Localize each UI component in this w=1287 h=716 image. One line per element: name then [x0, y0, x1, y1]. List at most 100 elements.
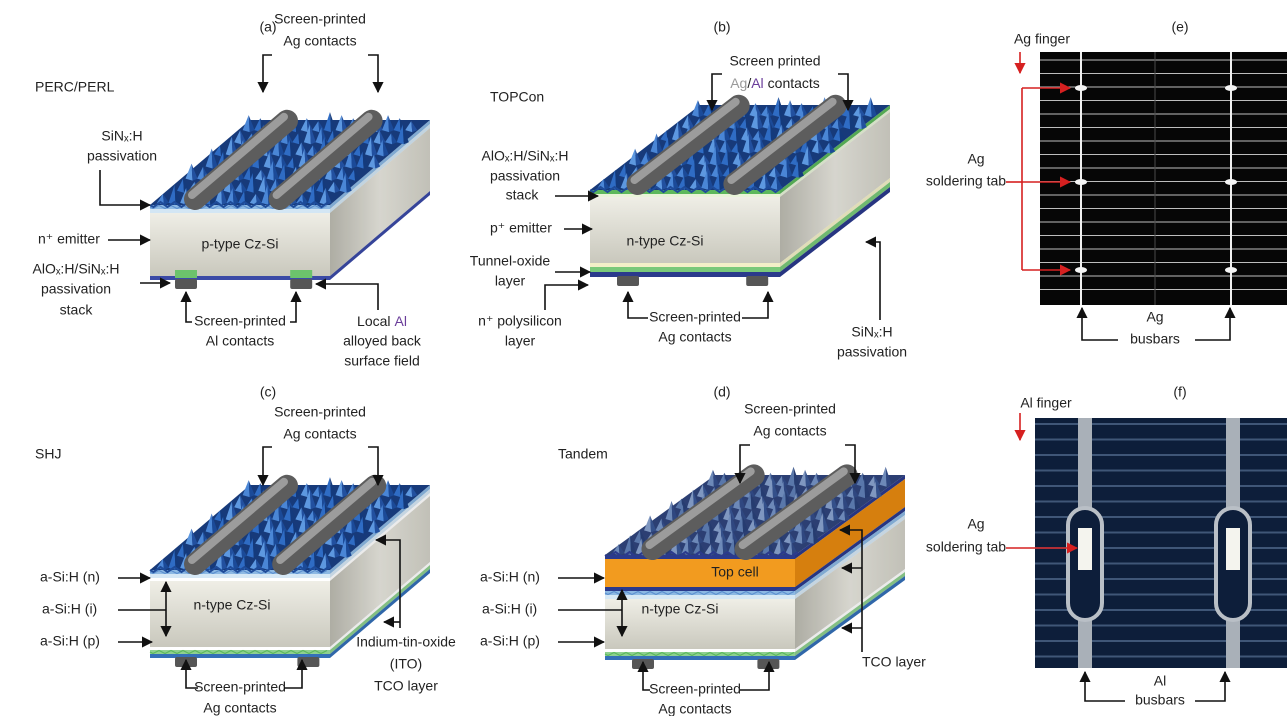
pyramid: [868, 475, 876, 487]
pyramid: [635, 148, 642, 166]
annotation: busbars: [1135, 692, 1185, 708]
pyramid: [760, 106, 768, 118]
pyramid: [300, 118, 308, 133]
layer-side: [795, 515, 905, 599]
pyramid: [339, 172, 347, 193]
pyramid: [757, 109, 764, 130]
pyramid: [325, 552, 332, 570]
pyramid: [875, 481, 882, 499]
layer-side: [795, 569, 905, 652]
pyramid: [696, 484, 704, 499]
layer: [150, 581, 330, 647]
pyramid: [272, 525, 279, 546]
pyramid: [365, 501, 373, 522]
pyramid: [344, 148, 352, 169]
pyramid: [823, 142, 831, 154]
pyramid: [197, 166, 205, 181]
pyramid: [746, 510, 754, 521]
pyramid: [334, 181, 341, 193]
pyramid: [329, 477, 336, 498]
pyramid: [168, 549, 176, 570]
pyramid: [885, 466, 892, 487]
panel-title: Tandem: [558, 446, 608, 462]
pyramid: [810, 472, 818, 487]
annotation: busbars: [1130, 331, 1180, 347]
pyramid: [368, 519, 376, 534]
annotation: Ag contacts: [658, 329, 731, 345]
pyramid: [754, 136, 762, 154]
annotation: Tunnel-oxide: [470, 253, 551, 269]
pyramid: [807, 145, 814, 166]
arrow: [180, 290, 192, 323]
layer: [590, 190, 780, 194]
pyramid: [405, 486, 413, 498]
pyramid: [303, 489, 311, 510]
pyramid: [732, 151, 740, 166]
pyramid: [281, 154, 288, 169]
pyramid: [391, 133, 398, 145]
pyramid: [348, 534, 356, 546]
pyramid: [177, 543, 185, 558]
pyramid: [249, 193, 257, 205]
annotation: Ag: [967, 516, 984, 532]
layer-side: [780, 178, 890, 267]
pyramid: [376, 139, 384, 157]
pyramid: [339, 537, 347, 558]
pyramid: [365, 136, 373, 157]
annotation: Ag: [967, 151, 984, 167]
annotation: a-Si:H (n): [40, 569, 100, 585]
pyramid: [635, 538, 643, 556]
pyramid: [289, 139, 296, 157]
pyramid: [289, 504, 296, 522]
pyramid: [790, 100, 797, 118]
pyramid: [655, 518, 663, 533]
annotation: a-Si:H (i): [42, 601, 97, 617]
annotation: Al contacts: [206, 333, 274, 349]
pyramid: [298, 498, 305, 510]
pyramid: [373, 130, 381, 145]
annotation: passivation: [41, 281, 111, 297]
layer: [605, 656, 795, 660]
pyramid: [785, 118, 793, 130]
pyramid: [656, 133, 663, 154]
pyramid: [684, 175, 691, 190]
pyramid: [731, 142, 739, 154]
pyramid: [266, 525, 274, 546]
pyramid: [306, 510, 314, 522]
pyramid: [264, 175, 271, 193]
pyramid: [701, 169, 709, 190]
layer-side: [330, 565, 430, 654]
layer-side: [780, 112, 890, 263]
pyramid: [833, 127, 841, 142]
pyramid: [786, 157, 793, 178]
pyramid: [298, 133, 305, 145]
pyramid: [269, 543, 277, 558]
pyramid: [388, 480, 395, 498]
pyramid: [722, 535, 729, 556]
pyramid: [284, 163, 291, 181]
arrow: [864, 236, 881, 320]
pyramid: [298, 148, 306, 169]
pyramid: [811, 139, 819, 154]
contact-highlight: [272, 112, 373, 199]
annotation: layer: [495, 273, 526, 289]
pyramid: [660, 130, 668, 142]
arrow: [257, 54, 272, 94]
edge: [149, 200, 330, 209]
layer: [150, 654, 330, 658]
arrow: [740, 660, 775, 691]
contact: [184, 109, 298, 210]
arrow: [637, 660, 650, 691]
arrow: [290, 290, 302, 323]
pyramid: [709, 523, 716, 544]
pyramid: [795, 523, 803, 544]
pyramid: [205, 148, 213, 169]
pyramid: [842, 492, 849, 510]
pyramid: [697, 100, 704, 118]
pyramid: [240, 130, 247, 145]
arrow: [622, 290, 648, 319]
pyramid: [708, 136, 716, 154]
pyramid: [843, 109, 851, 130]
annotation: Al: [1154, 673, 1166, 689]
pyramid: [741, 127, 749, 142]
